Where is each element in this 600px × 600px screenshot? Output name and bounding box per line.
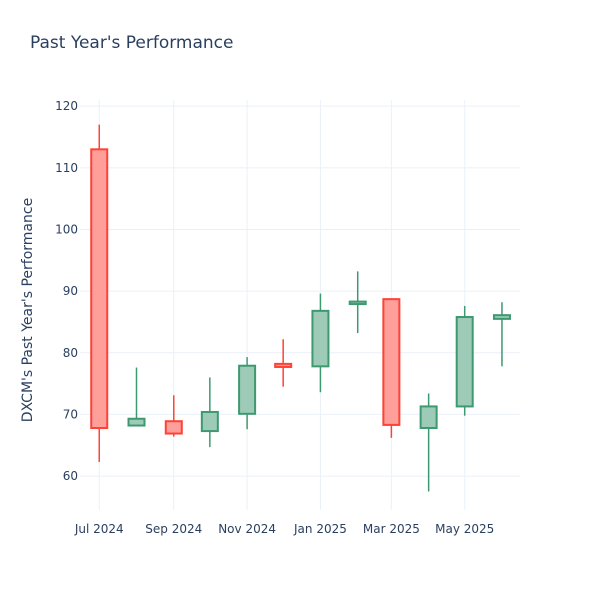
candle-increasing[interactable] (127, 367, 146, 427)
candle-body (419, 405, 438, 429)
candle-decreasing[interactable] (382, 298, 401, 438)
y-tick-label: 60 (63, 469, 78, 483)
chart-title: Past Year's Performance (30, 33, 234, 53)
y-tick-label: 110 (55, 161, 78, 175)
candle-body (455, 316, 474, 408)
x-tick-label: Mar 2025 (363, 522, 420, 536)
candle-increasing[interactable] (492, 302, 511, 367)
candles (90, 124, 511, 492)
candle-decreasing[interactable] (274, 339, 293, 387)
candle-increasing[interactable] (200, 377, 219, 448)
x-tick-label: Sep 2024 (145, 522, 202, 536)
y-tick-label: 90 (63, 284, 78, 298)
x-tick-label: Jul 2024 (74, 522, 124, 536)
y-tick-label: 100 (55, 222, 78, 236)
y-tick-label: 120 (55, 99, 78, 113)
candle-increasing[interactable] (348, 271, 367, 334)
candle-body (382, 298, 401, 426)
candle-body (274, 362, 293, 368)
candle-increasing[interactable] (311, 293, 330, 393)
candle-body (348, 300, 367, 306)
candle-increasing[interactable] (419, 393, 438, 492)
y-axis-ticks: 60 70 80 90 100 110 120 (55, 99, 78, 483)
y-axis-title: DXCM's Past Year's Performance (20, 198, 36, 422)
y-tick-label: 80 (63, 346, 78, 360)
x-tick-label: Nov 2024 (218, 522, 276, 536)
candle-body (200, 410, 219, 433)
candle-increasing[interactable] (238, 357, 257, 430)
gridlines (80, 100, 520, 510)
x-tick-label: May 2025 (435, 522, 494, 536)
candle-increasing[interactable] (455, 305, 474, 416)
x-tick-label: Jan 2025 (293, 522, 347, 536)
candle-decreasing[interactable] (90, 124, 109, 462)
candle-body (311, 309, 330, 368)
candle-decreasing[interactable] (164, 395, 183, 437)
candle-body (164, 420, 183, 435)
y-tick-label: 70 (63, 407, 78, 421)
candle-body (90, 148, 109, 429)
x-axis-ticks: Jul 2024 Sep 2024 Nov 2024 Jan 2025 Mar 2025… (74, 522, 494, 536)
candle-body (238, 364, 257, 415)
candle-body (492, 314, 511, 320)
candle-body (127, 417, 146, 427)
